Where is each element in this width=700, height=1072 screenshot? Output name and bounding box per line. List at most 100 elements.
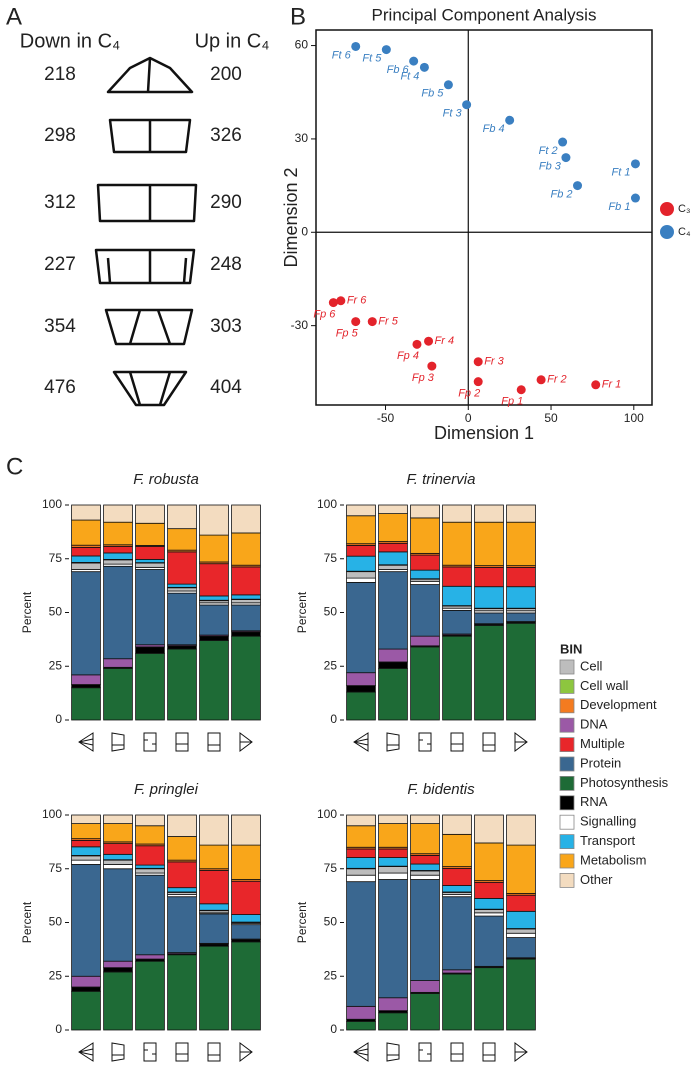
chart-title: F. pringlei — [134, 781, 199, 798]
bar-segment — [506, 612, 536, 622]
legend-label: C₃ — [678, 203, 690, 215]
bar-segment — [474, 566, 504, 588]
point — [573, 181, 583, 191]
bar-segment — [135, 652, 165, 721]
x-icon — [386, 732, 400, 752]
point-label: Fr 1 — [602, 379, 622, 391]
down-count: 218 — [44, 64, 76, 85]
y-tick-label: 30 — [295, 131, 309, 145]
point — [558, 137, 568, 147]
bar-segment — [410, 646, 440, 721]
bar-segment — [71, 846, 101, 856]
bar-segment — [167, 954, 197, 1031]
bar-segment — [135, 874, 165, 956]
x-tick-label: 0 — [465, 411, 472, 425]
y-tick-label: 100 — [42, 807, 62, 821]
point-label: Fb 1 — [608, 201, 630, 213]
bar-segment — [71, 986, 101, 992]
point-label: Fb 3 — [539, 160, 562, 172]
y-tick-label: 0 — [55, 712, 62, 726]
point — [412, 339, 422, 349]
bar-segment — [410, 874, 440, 880]
down-count: 298 — [44, 125, 76, 146]
bar-segment — [474, 586, 504, 609]
point-label: Fb 5 — [421, 88, 444, 100]
y-tick-label: 100 — [317, 497, 337, 511]
segment-icon — [104, 308, 194, 346]
up-title: Up in C₄ — [195, 30, 270, 52]
bar-segment — [442, 504, 472, 523]
bar-segment — [474, 881, 504, 899]
point — [381, 45, 391, 55]
bar-segment — [103, 967, 133, 973]
point-label: Fr 2 — [547, 374, 567, 386]
bar-segment — [199, 844, 229, 870]
bar-segment — [410, 504, 440, 519]
y-axis-label: Percent — [295, 901, 309, 943]
bar-segment — [506, 958, 536, 1031]
bar-segment — [506, 566, 536, 588]
point — [443, 80, 453, 90]
point-label: Fr 3 — [484, 356, 504, 368]
bar-segment — [135, 522, 165, 546]
bar-segment — [442, 814, 472, 835]
bar-segment — [442, 885, 472, 893]
x-icon — [239, 1042, 253, 1062]
bar-segment — [135, 825, 165, 845]
point — [419, 62, 429, 72]
legend-label: Signalling — [580, 814, 636, 829]
bar-segment — [442, 973, 472, 1031]
bar-segment — [410, 554, 440, 571]
x-icon — [514, 1042, 528, 1062]
bar-segment — [506, 844, 536, 894]
y-tick-label: -30 — [291, 318, 309, 332]
y-tick-label: 100 — [317, 807, 337, 821]
up-count: 326 — [210, 125, 242, 146]
x-icon — [418, 1042, 432, 1062]
chart-title: F. bidentis — [407, 781, 475, 798]
legend-label: Metabolism — [580, 852, 646, 867]
bar-segment — [103, 960, 133, 969]
bar-segment — [506, 928, 536, 934]
x-tick-label: -50 — [377, 411, 395, 425]
bar-segment — [167, 648, 197, 721]
bar-segment — [103, 864, 133, 870]
bar-segment — [231, 814, 261, 846]
bar-segment — [474, 814, 504, 844]
bar-segment — [199, 534, 229, 563]
bar-segment — [410, 863, 440, 871]
point-label: Fr 4 — [435, 335, 455, 347]
bar-segment — [474, 625, 504, 721]
x-icon — [207, 1042, 221, 1062]
bar-segment — [442, 585, 472, 607]
bar-segment — [410, 580, 440, 585]
point-label: Ft 6 — [332, 49, 352, 61]
bar-segment — [199, 870, 229, 905]
y-tick-label: 0 — [55, 1022, 62, 1036]
bar-segment — [442, 833, 472, 867]
bar-segment — [346, 545, 376, 557]
bar-segment — [346, 672, 376, 687]
y-tick-label: 100 — [42, 497, 62, 511]
bar-segment — [135, 960, 165, 1031]
y-tick-label: 75 — [324, 861, 338, 875]
y-tick-label: 75 — [324, 551, 338, 565]
bar-segment — [199, 563, 229, 597]
point-label: Ft 1 — [611, 167, 630, 179]
bar-segment — [135, 546, 165, 560]
bar-segment — [378, 513, 408, 542]
x-icon — [482, 1042, 496, 1062]
bar-segment — [71, 859, 101, 865]
y-tick-label: 25 — [324, 658, 338, 672]
down-count: 227 — [44, 254, 76, 275]
legend-swatch — [559, 776, 575, 791]
bar-segment — [474, 915, 504, 967]
bar-segment — [410, 823, 440, 855]
bar-segment — [167, 551, 197, 585]
bar-segment — [442, 635, 472, 721]
legend-swatch — [559, 834, 575, 849]
bar-segment — [71, 684, 101, 689]
y-tick-label: 60 — [295, 38, 309, 52]
bar-segment — [474, 967, 504, 1031]
legend-label: Transport — [580, 833, 636, 848]
